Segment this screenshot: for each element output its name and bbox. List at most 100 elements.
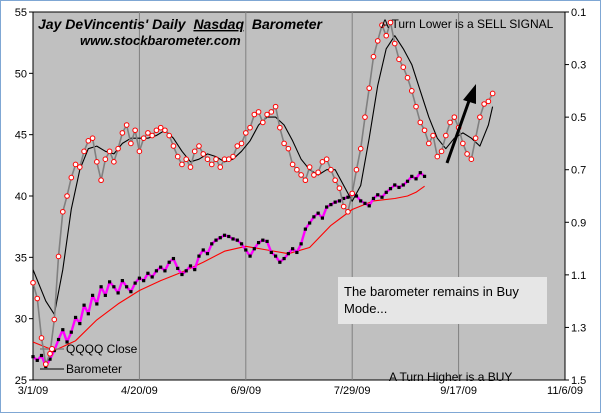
barometer-point [379,22,385,28]
qqqq-close-point [167,260,171,264]
qqqq-close-point [367,204,371,208]
left-y-tick-label: 50 [15,68,27,80]
barometer-point [234,143,241,149]
barometer-point [30,279,36,286]
barometer-point [251,111,258,118]
note-text: The barometer remains in Buy Mode... [344,284,522,316]
qqqq-close-point [103,293,107,297]
qqqq-close-point [184,269,188,273]
qqqq-close-point [129,290,133,294]
legend: QQQQ Close Barometer [40,342,138,376]
x-tick-label: 6/9/09 [231,385,262,397]
barometer-point [170,143,177,149]
qqqq-average-line [32,185,425,352]
qqqq-close-point [244,248,248,252]
barometer-point [383,32,390,39]
qqqq-close-point [376,193,380,197]
barometer-point [132,127,138,134]
qqqq-close-point [222,233,227,237]
barometer-point [332,177,338,184]
barometer-point [68,174,75,181]
qqqq-close-point [320,216,325,220]
note-line-1: The barometer remains in Buy [344,284,519,299]
qqqq-close-point [363,201,367,205]
barometer-point [59,208,66,215]
qqqq-close-point [154,269,159,273]
barometer-point [243,130,249,136]
barometer-point [213,156,219,162]
barometer-point [357,145,364,152]
qqqq-close-point [227,234,231,239]
barometer-point [468,156,475,162]
qqqq-close-point [388,187,393,191]
qqqq-close-point [201,248,205,252]
qqqq-close-point [188,264,193,268]
barometer-point [115,145,121,152]
barometer-point [81,148,87,155]
barometer-point [208,161,215,168]
qqqq-close-point [150,275,154,279]
x-tick-label: 4/20/09 [121,385,158,397]
barometer-point [72,161,79,168]
barometer-point [485,98,492,105]
qqqq-close-point [410,174,414,178]
qqqq-close-point [371,196,376,201]
x-axis-ticks: 3/1/09 4/20/09 6/9/09 7/29/09 9/17/09 11/6/09 [18,385,583,397]
barometer-point [179,161,185,168]
x-tick-label: 11/6/09 [547,385,583,397]
left-y-tick-label: 30 [15,314,27,326]
left-y-tick-label: 25 [15,375,27,387]
qqqq-close-point [384,190,388,194]
legend-marker-qqqq [49,346,55,352]
barometer-point [85,138,92,144]
barometer-point [191,148,198,155]
qqqq-close-point [39,353,44,358]
barometer-point [472,135,479,141]
barometer-point [400,64,407,70]
barometer-point [268,109,275,115]
legend-label-barometer: Barometer [66,362,122,376]
barometer-point [336,185,343,191]
barometer-point [298,172,304,178]
qqqq-close-point [235,238,239,242]
barometer-point [200,151,207,157]
qqqq-close-point [337,199,342,203]
barometer-point [47,350,53,357]
qqqq-close-point [308,221,312,225]
qqqq-close-point [159,265,163,269]
note-box [338,277,547,324]
x-tick-label: 7/29/09 [334,385,371,397]
qqqq-close-point [82,303,86,307]
qqqq-close-point [218,236,222,240]
qqqq-close-point [125,285,129,289]
qqqq-close-point [214,238,218,242]
barometer-point [353,166,360,173]
qqqq-close-point [133,281,137,285]
barometer-point [366,85,373,92]
barometer-point [311,172,317,178]
barometer-point [460,140,466,147]
x-tick-label: 3/1/09 [18,385,49,397]
series-layer [30,19,496,369]
sell-signal-annotation: A Turn Lower is a SELL SIGNAL [381,17,554,31]
barometer-point [119,130,126,136]
qqqq-close-point [78,321,82,326]
left-y-tick-label: 45 [15,130,27,142]
barometer-point [162,127,168,134]
barometer-point [349,190,356,197]
qqqq-close-point [291,247,295,251]
trend-arrow-shaft [445,97,472,164]
barometer-point [434,153,441,160]
qqqq-close-point [312,215,316,219]
qqqq-close-point [405,179,410,183]
right-y-tick-label: 1.1 [571,270,586,282]
chart-subtitle: www.stockbarometer.com [80,33,241,48]
barometer-point [408,88,415,94]
barometer-point [157,124,164,131]
qqqq-close-point [303,227,307,231]
barometer-point [340,203,347,210]
qqqq-close-point [295,250,299,255]
qqqq-close-point [418,171,422,175]
barometer-point [187,164,194,170]
